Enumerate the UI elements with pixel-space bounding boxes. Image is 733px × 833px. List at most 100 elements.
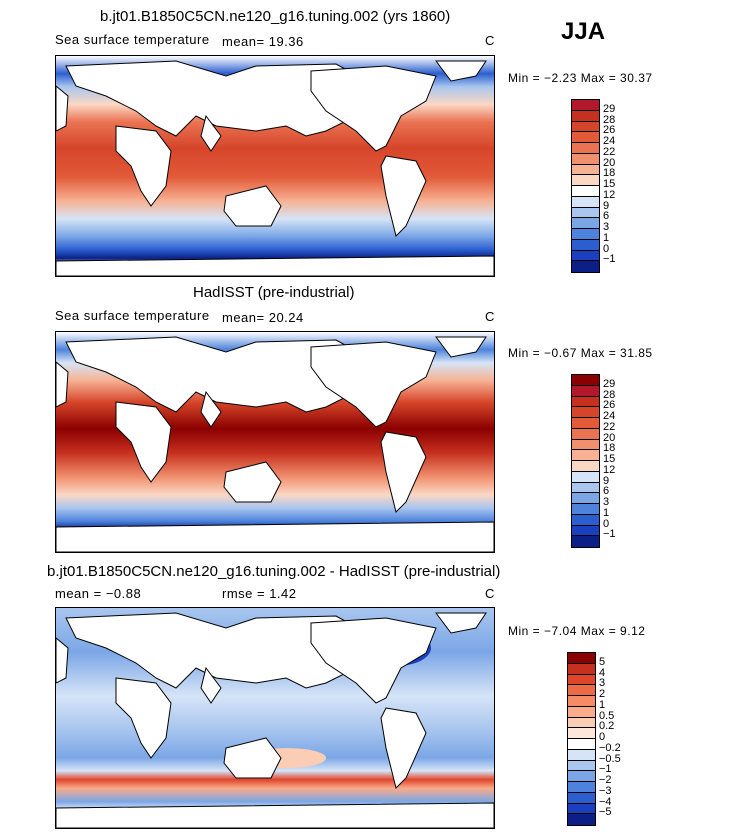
- colorbar-swatch: [572, 418, 599, 429]
- colorbar-tick-label: 20: [603, 156, 616, 169]
- colorbar-tick-label: 3: [599, 677, 606, 690]
- colorbar-swatch: [572, 164, 599, 176]
- colorbar-swatch: [572, 175, 599, 186]
- colorbar-tick-label: 1: [599, 698, 606, 711]
- colorbar-tick-label: 1: [603, 231, 610, 244]
- colorbar-swatch: [572, 143, 599, 154]
- colorbar-swatch: [568, 706, 595, 718]
- colorbar-swatch: [572, 461, 599, 472]
- panel-2-variable: Sea surface temperature: [55, 308, 210, 323]
- colorbar-swatch: [568, 792, 595, 804]
- panel-2-map: [55, 331, 495, 553]
- colorbar-tick-label: 24: [603, 135, 616, 147]
- colorbar-swatch: [568, 782, 595, 793]
- panel-2-colorbar: [571, 374, 600, 548]
- colorbar-tick-label: 29: [603, 102, 616, 115]
- panel-1-map-graphic: [56, 56, 494, 276]
- colorbar-tick-label: 26: [603, 124, 616, 137]
- colorbar-swatch: [572, 218, 599, 229]
- panel-3-minmax: Min = −7.04 Max = 9.12: [508, 624, 646, 638]
- colorbar-swatch: [572, 153, 599, 165]
- colorbar-tick-label: 0.5: [599, 709, 615, 722]
- colorbar-swatch: [568, 653, 595, 664]
- colorbar-tick-label: −1: [603, 528, 616, 541]
- colorbar-tick-label: 6: [603, 485, 610, 498]
- colorbar-swatch: [568, 728, 595, 739]
- panel-2-minmax: Min = −0.67 Max = 31.85: [508, 346, 653, 360]
- colorbar-swatch: [568, 749, 595, 761]
- colorbar-tick-label: 0: [603, 517, 610, 530]
- colorbar-swatch: [572, 493, 599, 504]
- colorbar-swatch: [572, 385, 599, 397]
- panel-2-map-graphic: [56, 332, 494, 552]
- colorbar-swatch: [572, 196, 599, 208]
- colorbar-tick-label: 2: [599, 688, 606, 700]
- colorbar-tick-label: −4: [599, 795, 612, 808]
- colorbar-swatch: [572, 207, 599, 219]
- colorbar-swatch: [572, 186, 599, 197]
- colorbar-tick-label: 3: [603, 496, 610, 508]
- colorbar-swatch: [568, 803, 595, 815]
- panel-3-rmse: rmse = 1.42: [222, 586, 297, 601]
- colorbar-tick-label: 0.2: [599, 720, 615, 733]
- colorbar-swatch: [572, 514, 599, 526]
- colorbar-tick-label: 6: [603, 210, 610, 223]
- panel-1-minmax: Min = −2.23 Max = 30.37: [508, 71, 653, 85]
- colorbar-tick-label: −0.2: [599, 741, 621, 754]
- colorbar-swatch: [572, 132, 599, 143]
- colorbar-swatch: [572, 110, 599, 122]
- colorbar-tick-label: 18: [603, 442, 616, 455]
- colorbar-tick-label: −5: [599, 806, 612, 819]
- colorbar-swatch: [572, 229, 599, 240]
- colorbar-swatch: [568, 739, 595, 750]
- colorbar-swatch: [572, 439, 599, 451]
- colorbar-swatch: [572, 428, 599, 440]
- colorbar-swatch: [568, 663, 595, 675]
- colorbar-tick-label: 22: [603, 145, 616, 158]
- colorbar-swatch: [568, 685, 595, 696]
- panel-3-map-graphic: [56, 608, 494, 828]
- colorbar-swatch: [568, 814, 595, 825]
- colorbar-tick-label: 9: [603, 199, 610, 212]
- colorbar-swatch: [568, 696, 595, 707]
- colorbar-tick-label: 0: [603, 242, 610, 255]
- colorbar-tick-label: 24: [603, 410, 616, 422]
- colorbar-tick-label: 15: [603, 178, 616, 190]
- colorbar-tick-label: 4: [599, 666, 606, 679]
- colorbar-swatch: [572, 525, 599, 537]
- colorbar-swatch: [572, 407, 599, 418]
- panel-1-colorbar: [571, 99, 600, 273]
- colorbar-tick-label: 12: [603, 463, 616, 476]
- colorbar-swatch: [572, 375, 599, 386]
- colorbar-tick-label: 20: [603, 431, 616, 444]
- panel-3-map: [55, 607, 495, 829]
- colorbar-tick-label: 1: [603, 506, 610, 519]
- colorbar-tick-label: −0.5: [599, 752, 621, 765]
- colorbar-swatch: [572, 250, 599, 262]
- colorbar-swatch: [572, 121, 599, 133]
- colorbar-swatch: [572, 396, 599, 408]
- panel-3-units: C: [485, 586, 495, 601]
- colorbar-swatch: [572, 239, 599, 251]
- colorbar-swatch: [572, 471, 599, 483]
- panel-1-variable: Sea surface temperature: [55, 32, 210, 47]
- colorbar-tick-label: −2: [599, 774, 612, 786]
- colorbar-swatch: [568, 771, 595, 782]
- panel-2-title: HadISST (pre-industrial): [193, 284, 355, 301]
- panel-3-colorbar: [567, 652, 596, 826]
- colorbar-tick-label: 28: [603, 388, 616, 401]
- colorbar-swatch: [568, 760, 595, 772]
- panel-3-title: b.jt01.B1850C5CN.ne120_g16.tuning.002 - …: [47, 563, 501, 580]
- colorbar-swatch: [572, 504, 599, 515]
- colorbar-tick-label: −1: [599, 763, 612, 776]
- colorbar-tick-label: 9: [603, 474, 610, 487]
- colorbar-tick-label: 26: [603, 399, 616, 412]
- panel-3-mean: mean = −0.88: [55, 586, 142, 601]
- colorbar-swatch: [568, 717, 595, 729]
- colorbar-swatch: [572, 100, 599, 111]
- colorbar-tick-label: 29: [603, 377, 616, 390]
- colorbar-tick-label: 22: [603, 420, 616, 433]
- colorbar-swatch: [572, 261, 599, 272]
- colorbar-tick-label: −3: [599, 784, 612, 797]
- colorbar-tick-label: 15: [603, 453, 616, 465]
